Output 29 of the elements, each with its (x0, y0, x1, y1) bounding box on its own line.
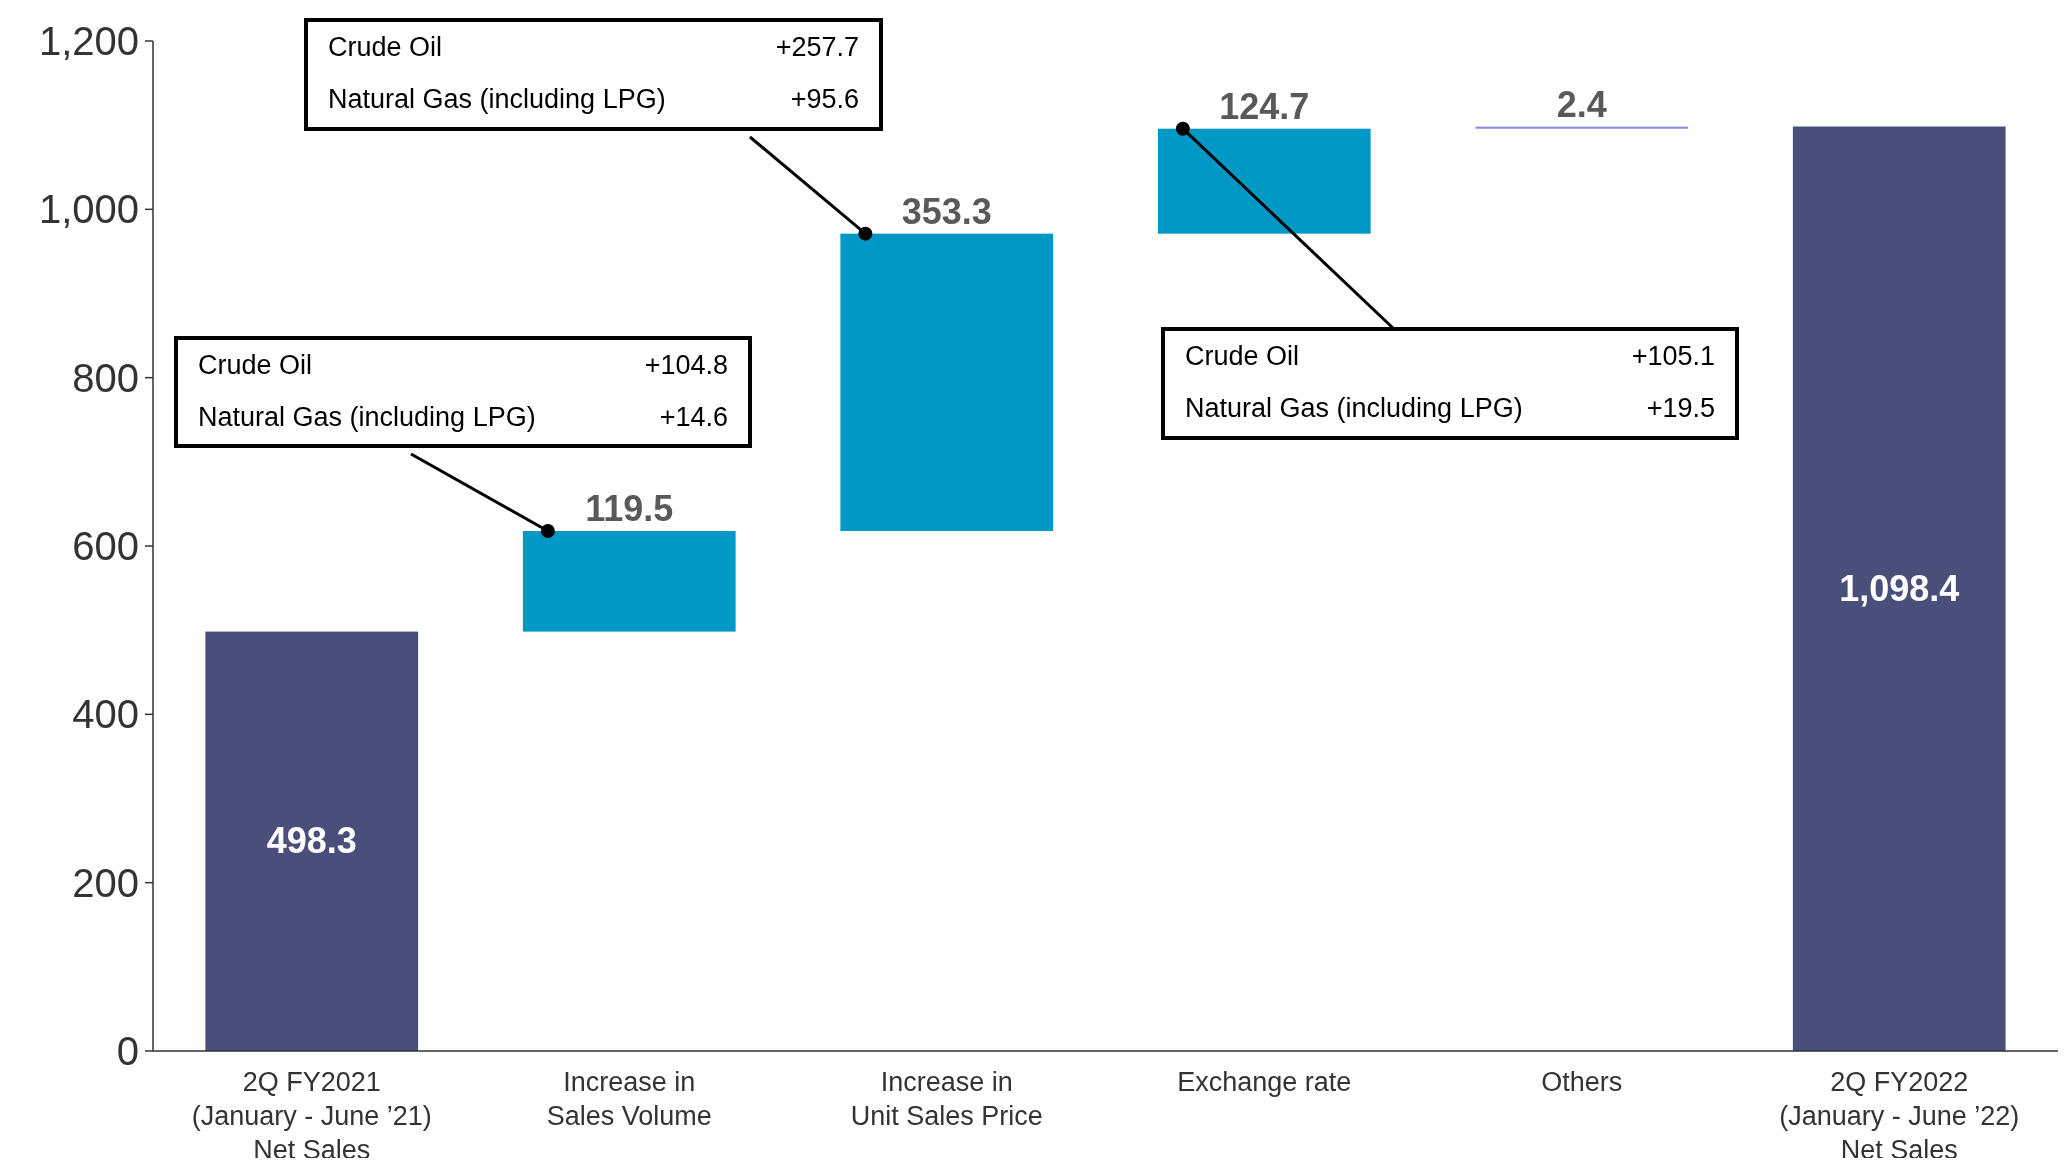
text: Natural Gas (including LPG) +19.5 (1185, 393, 1715, 423)
y-tick-label: 800 (72, 355, 139, 400)
x-tick-label: Increase in Sales Volume (546, 1067, 712, 1131)
y-tick-label: 1,000 (38, 187, 139, 232)
text: Crude Oil +105.1 (1185, 341, 1715, 371)
bar (522, 531, 736, 632)
x-tick-label: Increase in Unit Sales Price (850, 1067, 1043, 1131)
x-tick-label: Others (1541, 1067, 1623, 1097)
text: Crude Oil +257.7 (328, 32, 859, 62)
text: Crude Oil +104.8 (198, 350, 728, 380)
y-tick-label: 1,200 (38, 19, 139, 63)
y-tick-label: 0 (116, 1029, 139, 1073)
data-label: 498.3 (266, 820, 357, 862)
y-tick-label: 600 (72, 524, 139, 568)
bar (1792, 126, 2006, 1051)
text: Natural Gas (including LPG) +95.6 (328, 84, 859, 114)
data-label: 1,098.4 (1839, 567, 1960, 609)
data-label: 119.5 (585, 488, 674, 530)
bar (205, 631, 419, 1051)
bar (840, 233, 1054, 532)
bar (1157, 128, 1371, 234)
data-label: 2.4 (1556, 83, 1607, 125)
y-tick-label: 200 (72, 860, 139, 905)
x-tick-label: Exchange rate (1177, 1067, 1352, 1097)
data-label: 124.7 (1219, 85, 1310, 127)
bar (1475, 126, 1689, 129)
text: Natural Gas (including LPG) +14.6 (198, 402, 728, 432)
y-tick-label: 400 (72, 692, 139, 737)
data-label: 353.3 (901, 190, 992, 232)
